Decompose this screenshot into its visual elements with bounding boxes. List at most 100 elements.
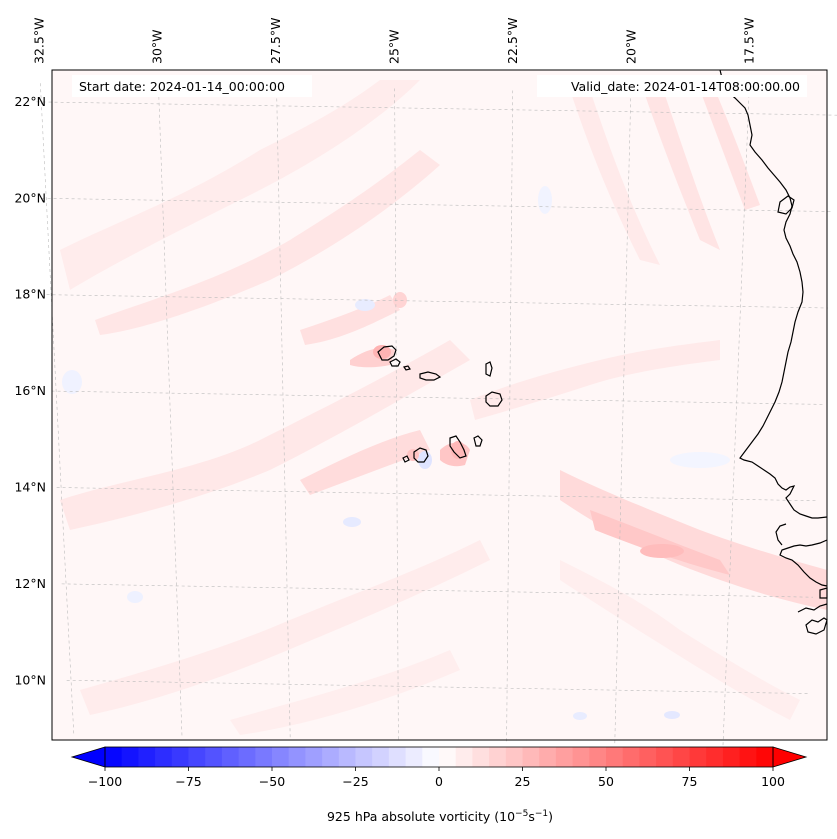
colorbar-cell	[522, 747, 540, 767]
colorbar-cell	[672, 747, 690, 767]
colorbar-cell	[138, 747, 156, 767]
colorbar-cell	[439, 747, 457, 767]
latitude-tick-label: 18°N	[14, 287, 46, 302]
colorbar-cell	[422, 747, 440, 767]
colorbar-label-exponent: −5	[515, 809, 528, 819]
longitude-tick-labels: 32.5°W 30°W 27.5°W 25°W 22.5°W 20°W 17.5°W	[31, 18, 756, 64]
vorticity-band	[230, 650, 460, 735]
vorticity-band	[470, 340, 720, 420]
meridian-gridline	[158, 84, 183, 736]
colorbar-cell	[322, 747, 340, 767]
parallel-gridline	[51, 390, 823, 405]
latitude-tick-labels: 22°N 20°N 18°N 16°N 14°N 12°N 10°N	[14, 94, 46, 687]
colorbar-cell	[489, 747, 507, 767]
meridian-gridline	[614, 92, 632, 744]
vorticity-negative-spot	[343, 517, 361, 527]
colorbar-cell	[171, 747, 189, 767]
island-boa-vista	[485, 391, 503, 407]
longitude-tick-label: 27.5°W	[268, 18, 283, 64]
colorbar-cell	[606, 747, 624, 767]
meridian-gridline	[722, 94, 750, 746]
colorbar-tick-labels: −100 −75 −50 −25 0 25 50 75 100	[88, 767, 785, 789]
vorticity-band	[95, 150, 440, 335]
vorticity-negative-spot	[127, 591, 143, 603]
colorbar-cell	[205, 747, 223, 767]
vorticity-band	[590, 510, 730, 575]
vorticity-field	[60, 80, 827, 735]
colorbar-cell	[155, 747, 173, 767]
colorbar-cell	[221, 747, 240, 767]
colorbar-cell	[756, 747, 774, 767]
colorbar-cells	[105, 747, 774, 767]
vorticity-band	[560, 560, 800, 720]
colorbar-cell	[722, 747, 741, 767]
colorbar-cell	[555, 747, 574, 767]
vorticity-band	[60, 340, 470, 530]
colorbar-cell	[472, 747, 490, 767]
colorbar-tick-label: 25	[515, 774, 531, 789]
colorbar-cell	[455, 747, 473, 767]
colorbar-cell	[388, 747, 407, 767]
vorticity-band	[700, 90, 760, 210]
latitude-tick-label: 10°N	[14, 672, 46, 687]
vorticity-positive-spot	[373, 345, 391, 359]
vorticity-positive-spot	[407, 449, 419, 461]
vorticity-positive-spot	[640, 544, 684, 558]
map-frame	[51, 69, 828, 741]
colorbar-cell	[288, 747, 306, 767]
island-brava	[402, 455, 410, 463]
island-santiago	[449, 435, 467, 459]
colorbar-cell	[305, 747, 323, 767]
meridian-gridline	[276, 86, 291, 738]
vorticity-band	[300, 430, 430, 495]
map-gridlines	[36, 82, 837, 746]
island-sao-nicolau	[419, 371, 442, 381]
island-sal	[485, 361, 493, 377]
colorbar-cell	[505, 747, 523, 767]
colorbar-label-close: )	[548, 809, 553, 824]
vorticity-negative-spot	[670, 452, 730, 468]
colorbar-tick-label: 0	[435, 774, 443, 789]
colorbar-tick-label: −100	[88, 774, 122, 789]
vorticity-band	[80, 540, 490, 715]
longitude-tick-label: 32.5°W	[31, 18, 46, 64]
colorbar-tick-label: 75	[682, 774, 698, 789]
colorbar-label: 925 hPa absolute vorticity (10−5s−1)	[327, 809, 553, 824]
vorticity-band	[640, 80, 720, 250]
colorbar-cell	[355, 747, 373, 767]
colorbar-cell	[656, 747, 674, 767]
latitude-tick-label: 20°N	[14, 190, 46, 205]
valid-date-label: Valid_date: 2024-01-14T08:00:00.00	[571, 79, 800, 94]
vorticity-negative-spot	[62, 370, 82, 394]
latitude-tick-label: 22°N	[14, 94, 46, 109]
colorbar-label-exponent-2: −1	[535, 809, 548, 819]
vorticity-positive-spot	[393, 292, 407, 308]
vorticity-band	[560, 470, 827, 610]
latitude-tick-label: 14°N	[14, 479, 46, 494]
map-panel: Start date: 2024-01-14_00:00:00 Valid_da…	[36, 69, 837, 746]
colorbar-cell	[338, 747, 356, 767]
vorticity-negative-spot	[355, 299, 375, 311]
colorbar-label-main: 925 hPa absolute vorticity (10	[327, 809, 515, 824]
colorbar-cell	[405, 747, 423, 767]
parallel-gridline	[46, 294, 828, 309]
colorbar-cell	[572, 747, 590, 767]
parallel-gridline	[36, 101, 837, 116]
latitude-tick-label: 16°N	[14, 383, 46, 398]
colorbar-extend-min	[70, 746, 106, 768]
colorbar-cell	[706, 747, 724, 767]
vorticity-band	[60, 80, 420, 290]
colorbar-tick-label: −75	[175, 774, 201, 789]
colorbar-cell	[121, 747, 139, 767]
colorbar-cell	[372, 747, 390, 767]
colorbar-cell	[739, 747, 757, 767]
colorbar-cell	[188, 747, 206, 767]
colorbar-cell	[539, 747, 557, 767]
banc-darguin-islet	[777, 195, 795, 215]
island-maio	[473, 435, 483, 447]
start-date-box	[72, 75, 312, 97]
colorbar-cell	[589, 747, 607, 767]
parallel-gridline	[56, 487, 818, 502]
colorbar-cell	[622, 747, 640, 767]
